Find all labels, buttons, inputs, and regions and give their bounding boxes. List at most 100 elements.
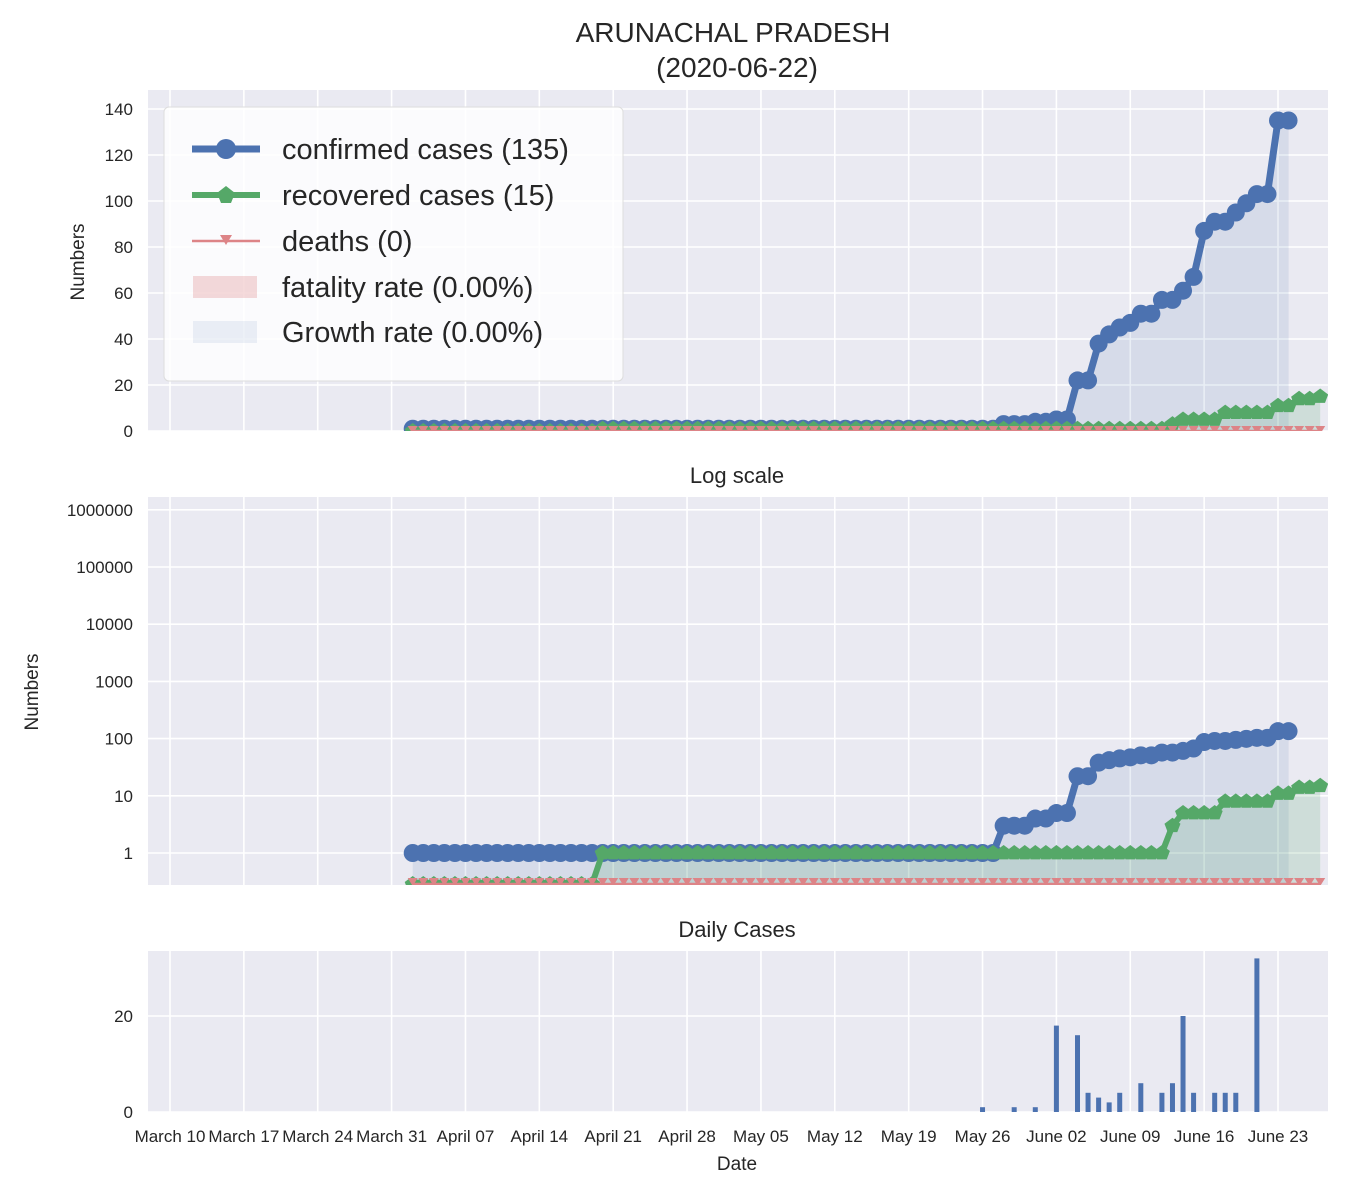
deaths-point [1199,878,1210,885]
deaths-point [819,878,830,885]
log-panel-y-tick-label: 100 [105,730,133,749]
deaths-point [1241,426,1252,431]
deaths-point [893,426,904,431]
recovered-point [763,845,780,860]
daily-bar [1222,1092,1228,1112]
deaths-point [1135,878,1146,885]
recovered-point [1291,390,1308,406]
recovered-area [412,396,1321,431]
deaths-point [1072,878,1083,885]
deaths-point [988,426,999,431]
recovered-point [816,845,833,860]
deaths-point [703,426,714,431]
recovered-point [1259,793,1276,808]
deaths-point [1083,426,1094,431]
x-tick-label: April 07 [437,1127,495,1146]
recovered-point [1132,845,1149,860]
deaths-point [1061,426,1072,431]
linear-panel-y-tick-label: 100 [105,192,133,211]
linear-panel-y-tick-label: 140 [105,100,133,119]
deaths-point [439,878,450,885]
deaths-point [1114,426,1125,431]
log-panel-ylabel: Numbers [22,653,43,730]
deaths-point [639,878,650,885]
recovered-point [626,845,643,860]
x-tick-label: May 26 [955,1127,1011,1146]
deaths-point [660,426,671,431]
recovered-point [1185,805,1202,820]
log-panel-y-tick-label: 1000000 [67,501,133,520]
recovered-point [1227,404,1244,419]
deaths-point [956,426,967,431]
legend-entry-label: Growth rate (0.00%) [282,317,543,349]
deaths-point [1230,426,1241,431]
daily-bar [1191,1092,1197,1112]
recovered-point [795,845,812,860]
legend-recovered-marker [217,186,235,203]
daily-bar [1085,1092,1091,1112]
x-tick-label: June 16 [1174,1127,1235,1146]
deaths-point [777,426,788,431]
x-tick-label: June 09 [1100,1127,1161,1146]
daily-bar [1075,1035,1081,1112]
deaths-point [988,878,999,885]
confirmed-area [412,120,1289,431]
legend-entry-label: deaths (0) [282,226,413,258]
deaths-point [713,878,724,885]
recovered-point [1259,404,1276,419]
daily-panel: 0 20 [114,951,1328,1122]
deaths-point [850,426,861,431]
deaths-point [565,426,576,431]
daily-bar [980,1107,986,1112]
recovered-point [963,845,980,860]
deaths-point [1156,878,1167,885]
recovered-point [1312,388,1328,403]
deaths-point [1104,426,1115,431]
daily-panel-plot-area [148,951,1328,1112]
deaths-point [576,426,587,431]
deaths-point [481,878,492,885]
daily-bar [1096,1097,1102,1112]
deaths-point [755,878,766,885]
deaths-point [703,878,714,885]
recovered-point [721,845,738,860]
linear-panel-ylabel: Numbers [68,223,89,300]
deaths-point [1040,426,1051,431]
daily-panel-y-tick-label: 20 [114,1007,133,1026]
recovered-point [1122,845,1139,860]
deaths-point [998,426,1009,431]
deaths-point [1030,878,1041,885]
recovered-point [942,845,959,860]
deaths-point [1125,878,1136,885]
deaths-point [428,426,439,431]
deaths-point [808,878,819,885]
deaths-point [1083,878,1094,885]
recovered-point [1090,845,1107,860]
deaths-point [471,426,482,431]
deaths-point [935,878,946,885]
recovered-point [668,845,685,860]
deaths-point [1072,426,1083,431]
deaths-point [1283,878,1294,885]
deaths-point [977,426,988,431]
deaths-point [671,426,682,431]
deaths-point [1315,426,1326,431]
log-panel-y-tick-label: 1 [124,844,133,863]
x-tick-label: June 23 [1248,1127,1309,1146]
deaths-point [555,426,566,431]
deaths-point [439,426,450,431]
recovered-point [1027,845,1044,860]
recovered-point [1270,397,1286,413]
recovered-point [647,845,664,860]
daily-bar [1212,1092,1218,1112]
deaths-point [1199,426,1210,431]
daily-bar [1180,1016,1186,1112]
deaths-point [544,426,555,431]
deaths-point [544,878,555,885]
recovered-point [826,845,843,860]
deaths-point [502,426,513,431]
deaths-point [1283,426,1294,431]
log-series [403,722,1328,885]
deaths-point [1146,878,1157,885]
deaths-point [1104,878,1115,885]
